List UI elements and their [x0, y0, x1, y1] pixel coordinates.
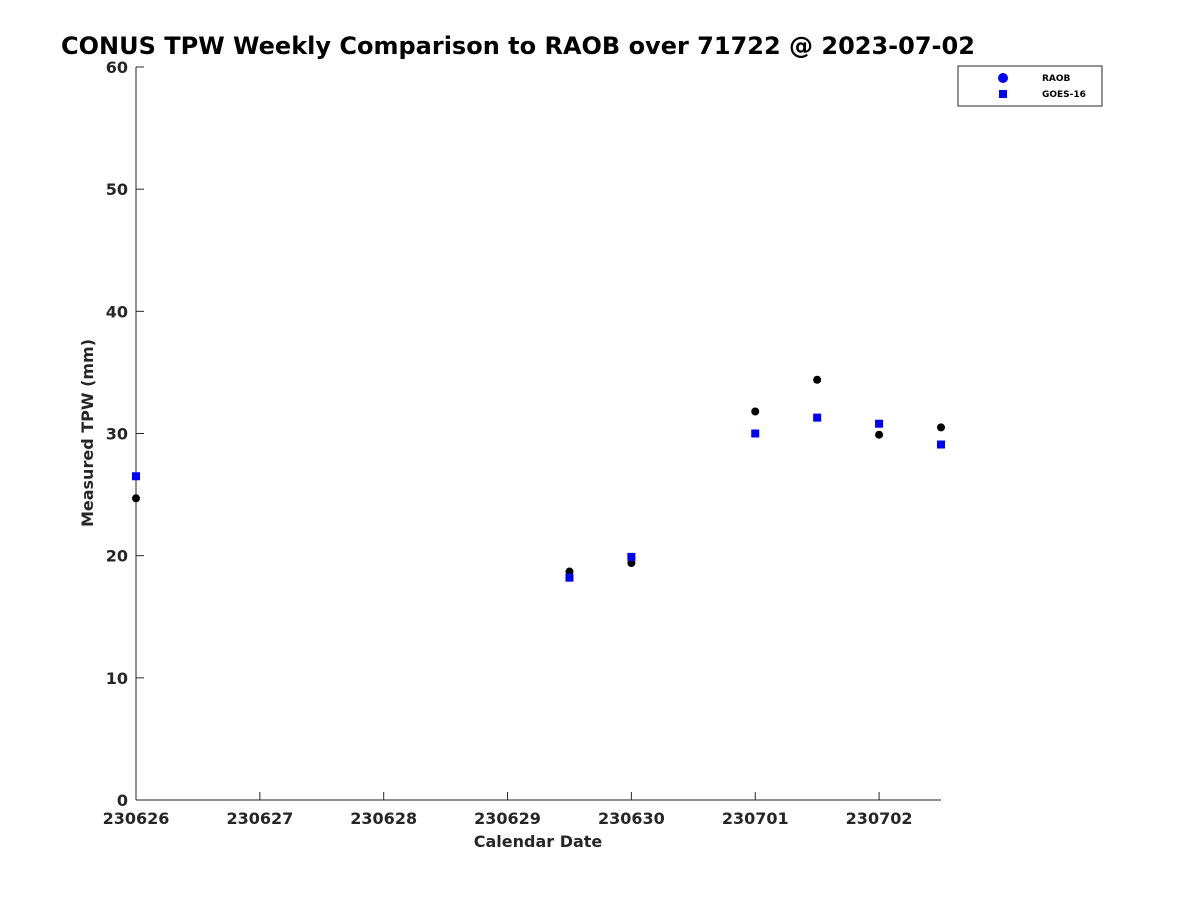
- x-tick-label: 230628: [350, 809, 417, 828]
- chart-title: CONUS TPW Weekly Comparison to RAOB over…: [61, 32, 975, 60]
- x-tick-label: 230627: [226, 809, 293, 828]
- x-tick-label: 230702: [846, 809, 913, 828]
- y-tick-label: 30: [106, 425, 128, 444]
- legend-marker: [998, 73, 1008, 83]
- y-tick-label: 40: [106, 302, 128, 321]
- plot-area: 0 10 20 30 40 50 60 230626 230627 230628 230629 230…: [103, 58, 945, 828]
- data-point: [875, 430, 884, 439]
- legend: RAOB GOES-16: [957, 65, 1103, 107]
- x-tick-label: 230626: [103, 809, 170, 828]
- legend-label: GOES-16: [1042, 90, 1086, 100]
- series-raob: [132, 375, 945, 576]
- data-point: [565, 567, 574, 576]
- data-point: [627, 558, 636, 567]
- data-point: [813, 375, 822, 384]
- y-tick-label: 20: [106, 547, 128, 566]
- data-point: [813, 413, 822, 422]
- legend-box: [957, 65, 1103, 107]
- data-point: [875, 419, 884, 428]
- y-axis-label: Measured TPW (mm): [78, 339, 97, 527]
- data-point: [132, 472, 140, 481]
- data-point: [937, 423, 945, 432]
- y-tick-label: 0: [117, 791, 128, 810]
- x-tick-label: 230630: [598, 809, 665, 828]
- legend-label: RAOB: [1042, 74, 1071, 84]
- x-tick-label: 230701: [722, 809, 789, 828]
- data-point: [751, 429, 760, 438]
- data-point: [132, 494, 140, 503]
- x-axis-label: Calendar Date: [474, 832, 603, 851]
- y-tick-label: 50: [106, 180, 128, 199]
- legend-marker: [999, 90, 1007, 98]
- y-tick-label: 60: [106, 58, 128, 77]
- series-goes-16: [132, 413, 945, 582]
- data-point: [937, 440, 945, 449]
- x-tick-label: 230629: [474, 809, 541, 828]
- y-tick-label: 10: [106, 669, 128, 688]
- data-point: [627, 552, 636, 561]
- data-point: [565, 573, 574, 582]
- data-point: [751, 407, 760, 416]
